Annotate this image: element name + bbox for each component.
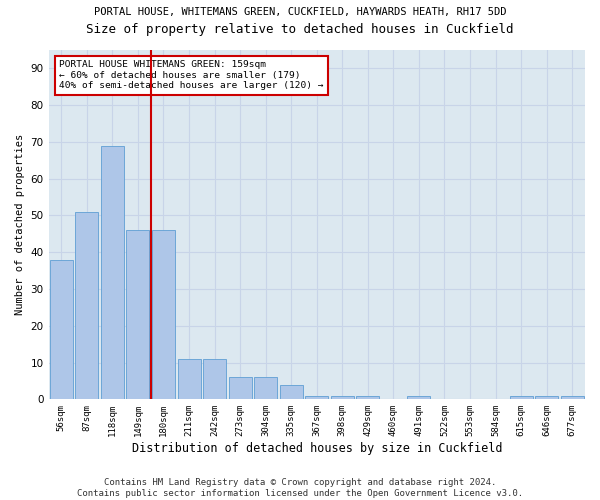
Bar xyxy=(331,396,354,400)
Bar xyxy=(254,378,277,400)
Bar xyxy=(203,359,226,400)
Bar xyxy=(152,230,175,400)
Bar xyxy=(76,212,98,400)
Bar xyxy=(229,378,251,400)
Bar xyxy=(178,359,200,400)
Bar xyxy=(101,146,124,400)
X-axis label: Distribution of detached houses by size in Cuckfield: Distribution of detached houses by size … xyxy=(131,442,502,455)
Bar xyxy=(50,260,73,400)
Bar xyxy=(407,396,430,400)
Text: PORTAL HOUSE WHITEMANS GREEN: 159sqm
← 60% of detached houses are smaller (179)
: PORTAL HOUSE WHITEMANS GREEN: 159sqm ← 6… xyxy=(59,60,324,90)
Bar xyxy=(509,396,533,400)
Y-axis label: Number of detached properties: Number of detached properties xyxy=(15,134,25,316)
Bar xyxy=(280,384,303,400)
Text: Contains HM Land Registry data © Crown copyright and database right 2024.
Contai: Contains HM Land Registry data © Crown c… xyxy=(77,478,523,498)
Text: PORTAL HOUSE, WHITEMANS GREEN, CUCKFIELD, HAYWARDS HEATH, RH17 5DD: PORTAL HOUSE, WHITEMANS GREEN, CUCKFIELD… xyxy=(94,8,506,18)
Text: Size of property relative to detached houses in Cuckfield: Size of property relative to detached ho… xyxy=(86,22,514,36)
Bar xyxy=(356,396,379,400)
Bar xyxy=(305,396,328,400)
Bar xyxy=(561,396,584,400)
Bar xyxy=(535,396,558,400)
Bar xyxy=(127,230,149,400)
